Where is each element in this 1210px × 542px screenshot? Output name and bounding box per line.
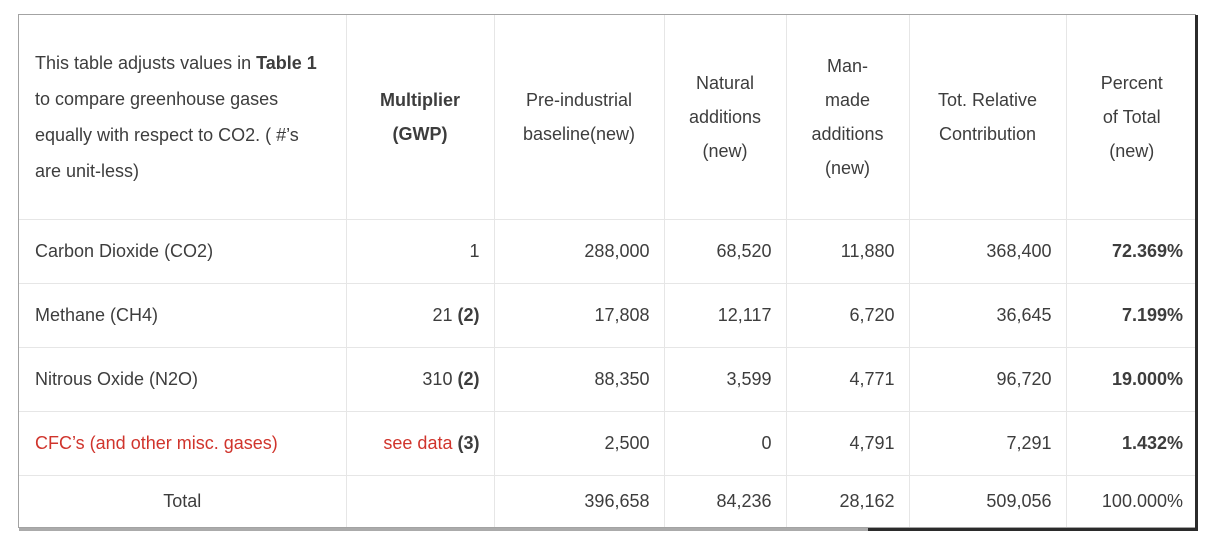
header-natural-additions: Natural additions (new)	[663, 15, 787, 220]
natural-additions-value: 12,117	[663, 282, 787, 348]
man-made-additions-value: 6,720	[785, 282, 910, 348]
header-total-relative-contribution: Tot. Relative Contribution	[908, 15, 1067, 220]
percent-of-total-value: 1.432%	[1065, 410, 1197, 476]
man-made-additions-value: 11,880	[785, 218, 910, 284]
relative-contribution-total: 509,056	[908, 474, 1067, 527]
description-bold-table1: Table 1	[256, 52, 317, 73]
multiplier-footnote: (2)	[457, 304, 480, 325]
percent-of-total-value: 19.000%	[1065, 346, 1197, 412]
natural-additions-total: 84,236	[663, 474, 787, 527]
header-percent-of-total: Percent of Total (new)	[1065, 15, 1197, 220]
multiplier-footnote: (3)	[457, 432, 480, 453]
table-row-methane: Methane (CH4) 21 (2) 17,808 12,117 6,720 …	[19, 282, 1197, 348]
multiplier-value: see data (3)	[345, 410, 495, 476]
multiplier-number: 21	[432, 304, 453, 325]
multiplier-footnote: (2)	[457, 368, 480, 389]
multiplier-number: 310	[422, 368, 453, 389]
baseline-value: 288,000	[493, 218, 665, 284]
multiplier-value: 21 (2)	[345, 282, 495, 348]
ghg-table-container: This table adjusts values in Table 1 to …	[18, 14, 1198, 531]
table-row-total: Total 396,658 84,236 28,162 509,056 100.…	[19, 474, 1197, 527]
header-multiplier-gwp: Multiplier (GWP)	[345, 15, 495, 220]
baseline-value: 17,808	[493, 282, 665, 348]
natural-additions-value: 0	[663, 410, 787, 476]
relative-contribution-value: 36,645	[908, 282, 1067, 348]
relative-contribution-value: 368,400	[908, 218, 1067, 284]
table-row-carbon-dioxide: Carbon Dioxide (CO2) 1 288,000 68,520 11…	[19, 218, 1197, 284]
description-part1: This table adjusts values in	[35, 52, 257, 73]
header-man-made-additions: Man- made additions (new)	[785, 15, 910, 220]
man-made-additions-total: 28,162	[785, 474, 910, 527]
percent-of-total-value: 72.369%	[1065, 218, 1197, 284]
multiplier-value: 1	[345, 218, 495, 284]
description-part2: to compare greenhouse gases equally with…	[35, 88, 299, 181]
baseline-value: 2,500	[493, 410, 665, 476]
header-pre-industrial-baseline: Pre-industrial baseline(new)	[493, 15, 665, 220]
baseline-total: 396,658	[493, 474, 665, 527]
header-row: This table adjusts values in Table 1 to …	[19, 15, 1197, 220]
gas-name: Carbon Dioxide (CO2)	[19, 218, 347, 284]
multiplier-value: 310 (2)	[345, 346, 495, 412]
table-description-cell: This table adjusts values in Table 1 to …	[19, 15, 347, 220]
natural-additions-value: 68,520	[663, 218, 787, 284]
natural-additions-value: 3,599	[663, 346, 787, 412]
gas-name: Methane (CH4)	[19, 282, 347, 348]
ghg-adjusted-table: This table adjusts values in Table 1 to …	[19, 15, 1197, 527]
gas-name: CFC’s (and other misc. gases)	[19, 410, 347, 476]
table-row-cfcs: CFC’s (and other misc. gases) see data (3…	[19, 410, 1197, 476]
gas-name: Nitrous Oxide (N2O)	[19, 346, 347, 412]
percent-of-total-value: 7.199%	[1065, 282, 1197, 348]
multiplier-value-empty	[345, 474, 495, 527]
relative-contribution-value: 96,720	[908, 346, 1067, 412]
total-label: Total	[19, 474, 347, 527]
man-made-additions-value: 4,771	[785, 346, 910, 412]
table-row-nitrous-oxide: Nitrous Oxide (N2O) 310 (2) 88,350 3,599 …	[19, 346, 1197, 412]
multiplier-number: 1	[469, 240, 480, 261]
relative-contribution-value: 7,291	[908, 410, 1067, 476]
percent-of-total-total: 100.000%	[1065, 474, 1197, 527]
baseline-value: 88,350	[493, 346, 665, 412]
see-data-link: see data	[383, 432, 453, 453]
man-made-additions-value: 4,791	[785, 410, 910, 476]
